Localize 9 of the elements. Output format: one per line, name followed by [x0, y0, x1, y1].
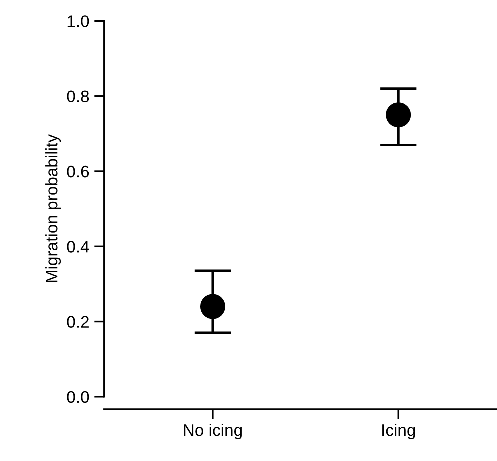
x-tick-label: Icing	[382, 424, 416, 440]
y-tick-label: 0.6	[67, 166, 90, 178]
y-tick-label: 1.0	[68, 16, 90, 28]
y-tick-label: 0.0	[67, 391, 90, 404]
y-axis-title: Migration probability	[46, 134, 62, 282]
y-tick-label: 0.4	[67, 241, 90, 253]
y-tick-label: 0.8	[67, 90, 90, 103]
y-tick-label: 0.2	[67, 316, 89, 328]
x-tick-label: No icing	[184, 424, 242, 440]
